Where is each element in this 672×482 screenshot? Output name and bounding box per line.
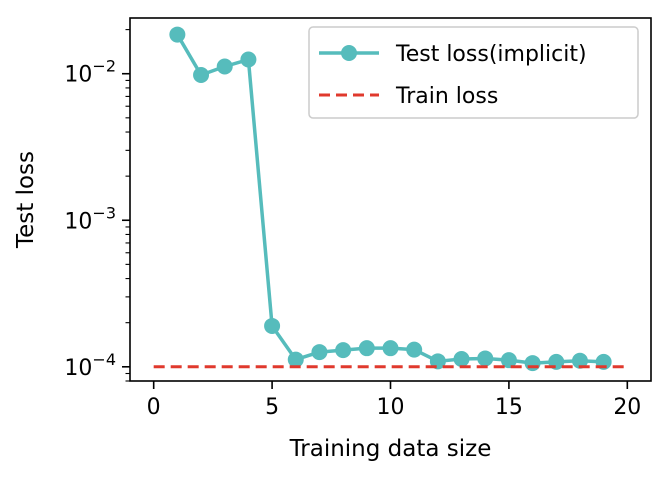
legend-marker-test-loss [341, 45, 357, 61]
legend: Test loss(implicit) Train loss [308, 26, 639, 119]
data-point [453, 351, 470, 368]
data-point [524, 355, 541, 372]
data-point [500, 352, 517, 369]
data-point [193, 67, 210, 84]
data-point [335, 342, 352, 359]
x-tick-label: 10 [377, 395, 405, 420]
y-tick-label: 10−4 [64, 350, 116, 381]
data-point [240, 51, 257, 68]
legend-label-test-loss: Test loss(implicit) [395, 42, 587, 67]
data-point [382, 340, 399, 357]
data-point [287, 351, 304, 368]
x-tick-label: 5 [265, 395, 279, 420]
data-point [264, 317, 281, 334]
legend-label-train-loss: Train loss [395, 84, 498, 109]
legend-frame [308, 26, 639, 119]
x-tick-label: 15 [495, 395, 523, 420]
data-point [216, 58, 233, 75]
data-point [311, 344, 328, 361]
data-point [406, 341, 423, 358]
x-tick-label: 0 [147, 395, 161, 420]
y-tick-label: 10−2 [64, 57, 116, 88]
y-axis-label: Test loss [13, 151, 39, 249]
data-point [169, 26, 186, 43]
x-axis-label: Training data size [289, 436, 492, 462]
data-point [358, 340, 375, 357]
x-tick-label: 20 [613, 395, 641, 420]
y-tick-label: 10−3 [64, 203, 116, 234]
data-point [571, 352, 588, 369]
data-point [477, 350, 494, 367]
